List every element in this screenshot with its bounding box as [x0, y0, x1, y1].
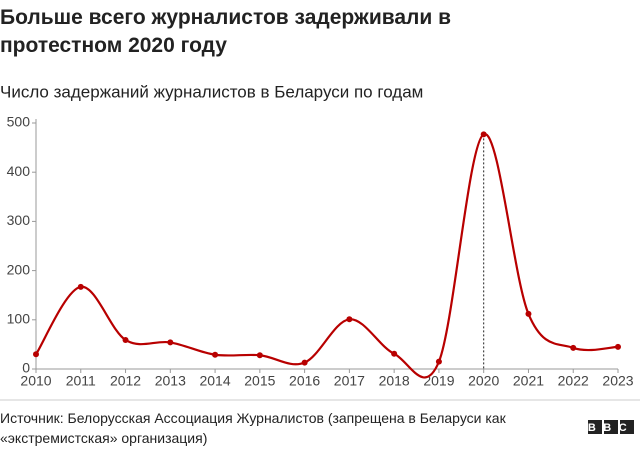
- point: [570, 344, 577, 351]
- x-tick-label: 2014: [199, 373, 230, 389]
- logo: [588, 420, 634, 434]
- point: [122, 336, 129, 343]
- point: [77, 283, 84, 290]
- chart-subtitle: Число задержаний журналистов в Беларуси …: [0, 82, 423, 101]
- point: [615, 343, 621, 350]
- x-tick-label: 2015: [244, 373, 275, 389]
- y-tick-label: 500: [7, 114, 31, 130]
- x-tick-label: 2013: [155, 373, 186, 389]
- x-tick-label: 2016: [289, 373, 320, 389]
- point: [256, 352, 263, 359]
- source-box: Источник: Белорусская Ассоциация Журнали…: [0, 410, 506, 446]
- x-tick-label: 2021: [513, 373, 544, 389]
- point: [346, 316, 353, 323]
- logo-text: BBC: [588, 422, 634, 434]
- point: [391, 350, 398, 357]
- y-tick-label: 300: [7, 212, 31, 228]
- x-tick-label: 2012: [110, 373, 141, 389]
- point: [33, 351, 39, 358]
- chart-title: Больше всего журналистов задерживали в п…: [0, 6, 452, 57]
- point: [480, 131, 487, 138]
- x-tick-label: 2020: [468, 373, 499, 389]
- point: [167, 339, 174, 346]
- title-box: Больше всего журналистов задерживали в п…: [0, 6, 452, 57]
- y-tick-label: 0: [22, 360, 30, 376]
- y-tick-label: 200: [7, 261, 31, 277]
- x-tick-label: 2010: [20, 373, 51, 389]
- point: [212, 351, 219, 358]
- x-tick-label: 2017: [334, 373, 365, 389]
- y-tick-label: 100: [7, 311, 31, 327]
- x-tick-label: 2023: [602, 373, 633, 389]
- point: [525, 310, 532, 317]
- source: Источник: Белорусская Ассоциация Журнали…: [0, 410, 506, 446]
- x-tick-label: 2019: [423, 373, 454, 389]
- point: [435, 358, 442, 365]
- y-tick-label: 400: [7, 163, 31, 179]
- point: [301, 359, 308, 366]
- x-tick-label: 2018: [379, 373, 410, 389]
- x-tick-label: 2022: [558, 373, 589, 389]
- x-tick-label: 2011: [66, 373, 96, 389]
